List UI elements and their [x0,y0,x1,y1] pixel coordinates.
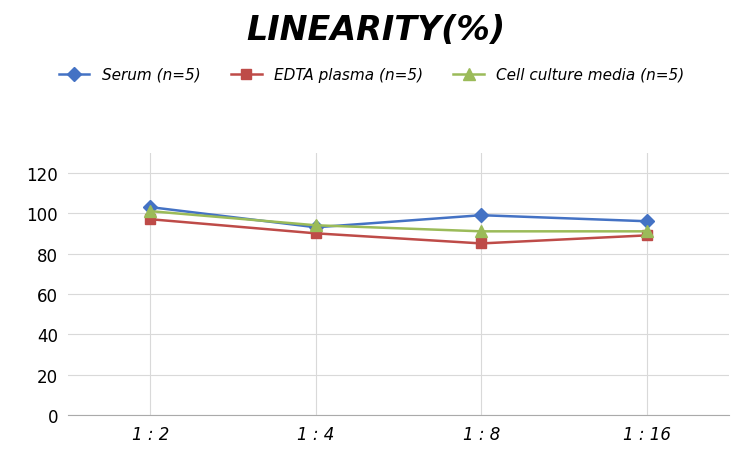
Line: EDTA plasma (n=5): EDTA plasma (n=5) [146,215,651,249]
EDTA plasma (n=5) [311,231,320,236]
EDTA plasma (n=5) [642,233,651,239]
Text: LINEARITY(%): LINEARITY(%) [247,14,505,46]
EDTA plasma (n=5) [146,217,155,222]
Serum (n=5) [311,225,320,230]
Line: Serum (n=5): Serum (n=5) [146,203,651,233]
Cell culture media (n=5) [477,229,486,235]
Line: Cell culture media (n=5): Cell culture media (n=5) [145,206,652,237]
Cell culture media (n=5) [642,229,651,235]
Cell culture media (n=5) [311,223,320,229]
Legend: Serum (n=5), EDTA plasma (n=5), Cell culture media (n=5): Serum (n=5), EDTA plasma (n=5), Cell cul… [53,62,690,89]
Serum (n=5) [642,219,651,225]
Serum (n=5) [146,205,155,210]
EDTA plasma (n=5) [477,241,486,247]
Cell culture media (n=5) [146,209,155,214]
Serum (n=5) [477,213,486,218]
